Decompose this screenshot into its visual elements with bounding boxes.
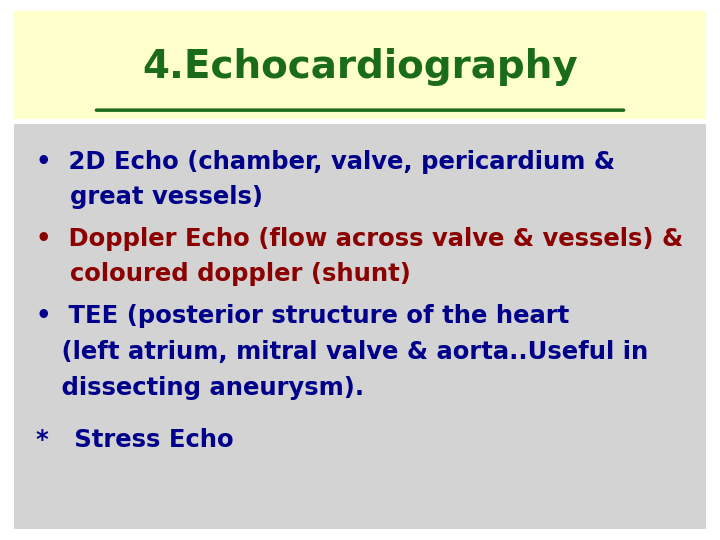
Text: (left atrium, mitral valve & aorta..Useful in: (left atrium, mitral valve & aorta..Usef…: [36, 340, 648, 364]
Text: great vessels): great vessels): [36, 185, 263, 208]
Text: •  Doppler Echo (flow across valve & vessels) &: • Doppler Echo (flow across valve & vess…: [36, 227, 683, 251]
Text: 4.Echocardiography: 4.Echocardiography: [142, 49, 578, 86]
FancyBboxPatch shape: [14, 11, 706, 119]
Text: dissecting aneurysm).: dissecting aneurysm).: [36, 376, 364, 400]
Text: •  TEE (posterior structure of the heart: • TEE (posterior structure of the heart: [36, 304, 570, 328]
FancyBboxPatch shape: [14, 124, 706, 529]
Text: •  2D Echo (chamber, valve, pericardium &: • 2D Echo (chamber, valve, pericardium &: [36, 150, 615, 174]
Text: coloured doppler (shunt): coloured doppler (shunt): [36, 262, 411, 286]
Text: *   Stress Echo: * Stress Echo: [36, 428, 233, 452]
